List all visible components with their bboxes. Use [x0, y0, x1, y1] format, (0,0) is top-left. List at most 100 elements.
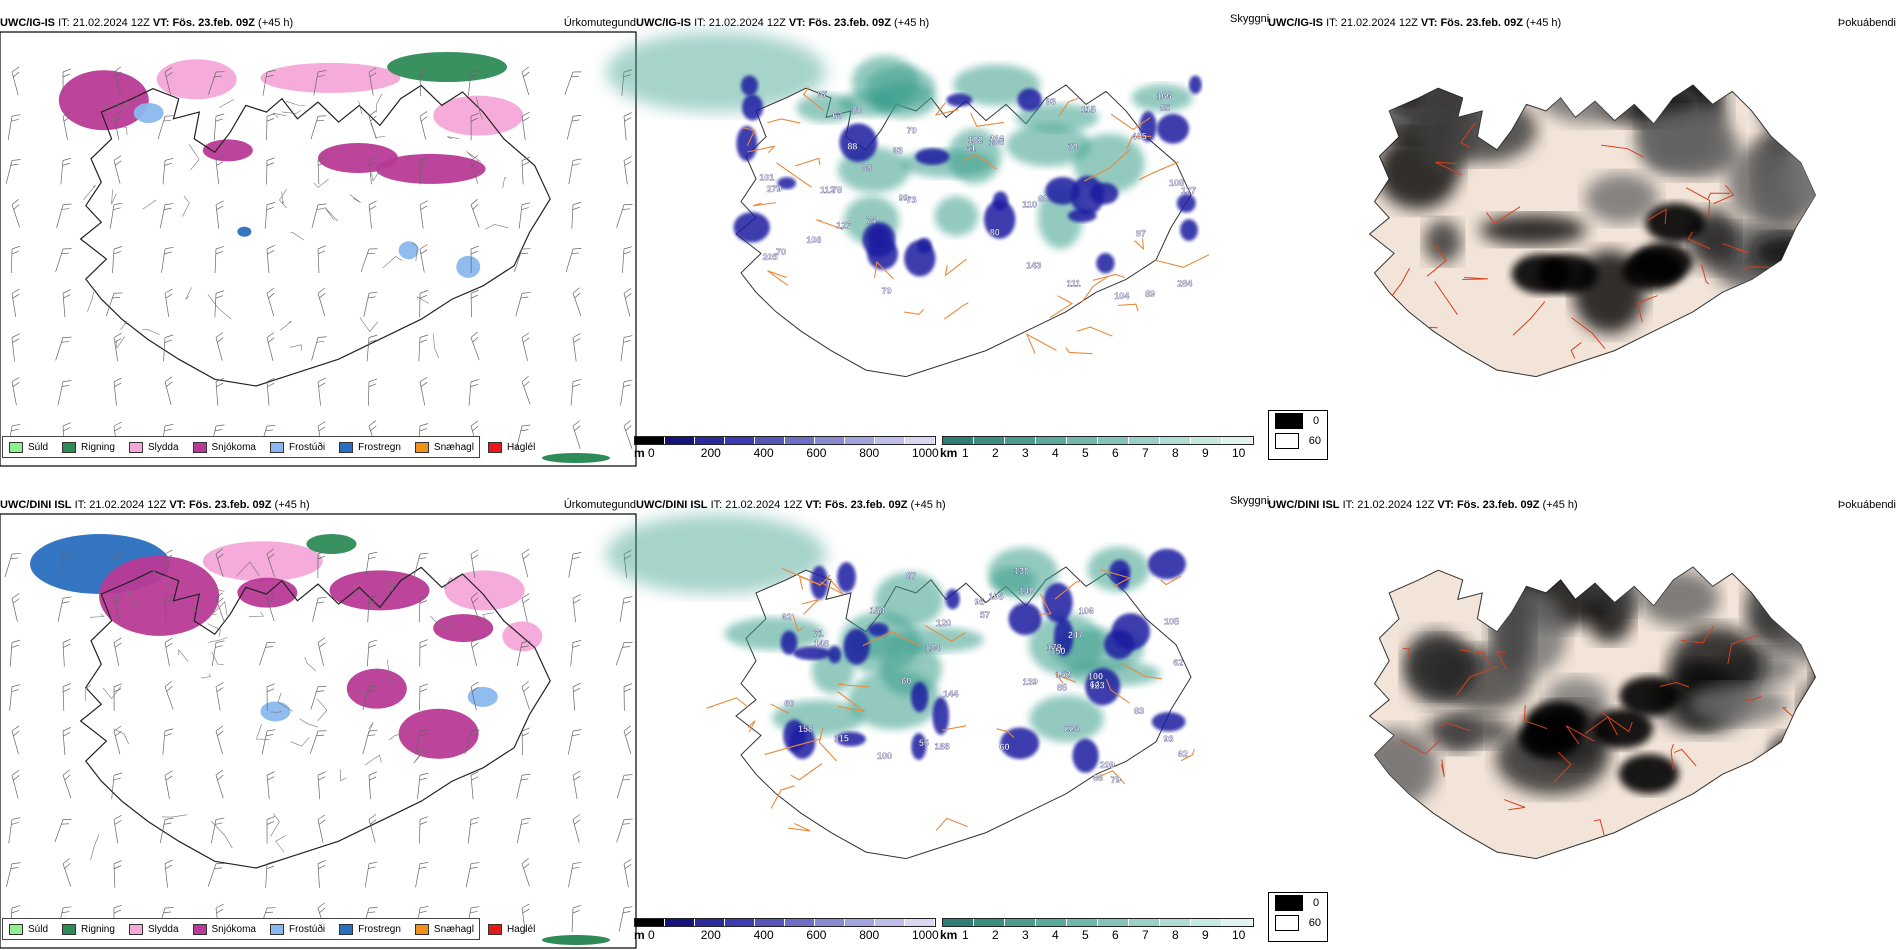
- precip-legend-item: Rigning: [62, 441, 115, 453]
- it-label: IT:: [74, 499, 87, 511]
- lead-time: (+45 h): [894, 17, 930, 29]
- scale-color-step: [905, 919, 935, 926]
- scale-tick-label: 2: [992, 446, 999, 460]
- fog-scale-row: 0: [1269, 411, 1327, 431]
- fog-scale-row: 0: [1269, 893, 1327, 913]
- vt-value: Fös. 23.feb. 09Z: [824, 499, 908, 511]
- scale-color-step: [1036, 919, 1067, 926]
- legend-swatch: [9, 923, 23, 935]
- panel-header: UWC/DINI ISL IT: 21.02.2024 12Z VT: Fös.…: [1268, 496, 1900, 514]
- scale-tick-label: 400: [753, 928, 774, 942]
- scale-color-step: [1005, 919, 1036, 926]
- legend-label: Snjókoma: [211, 441, 256, 453]
- scale-tick-label: 200: [700, 928, 721, 942]
- panel-title: Skyggni: [1230, 13, 1270, 25]
- legend-swatch: [192, 441, 207, 453]
- scale-color-step: [1160, 919, 1191, 926]
- panel-header: UWC/IG-IS IT: 21.02.2024 12Z VT: Fös. 23…: [0, 14, 640, 32]
- scale-tick-label: 1: [962, 928, 969, 942]
- precip-legend-item: Snæhagl: [414, 923, 474, 935]
- scale-tick-label: 5: [1082, 928, 1089, 942]
- fog-swatch: [1275, 895, 1303, 911]
- legend-label: Frostúði: [288, 923, 326, 935]
- precip-legend-item: Slydda: [128, 441, 179, 453]
- scale-color-step: [1129, 919, 1160, 926]
- scale-color-step: [943, 437, 974, 444]
- fog-swatch: [1275, 915, 1299, 931]
- scale-tick-label: 3: [1022, 446, 1029, 460]
- scale-color-step: [785, 919, 815, 926]
- scale-tick-label: 6: [1112, 928, 1119, 942]
- it-label: IT:: [710, 499, 723, 511]
- fog-scale-bottom: 0 60: [1268, 892, 1328, 942]
- vt-value: Fös. 23.feb. 09Z: [1440, 17, 1523, 29]
- scale-color-step: [785, 437, 815, 444]
- scale-color-step: [755, 919, 785, 926]
- scale-color-step: [845, 437, 875, 444]
- legend-swatch: [62, 923, 77, 935]
- precip-legend-item: Rigning: [62, 923, 115, 935]
- vt-value: Fös. 23.feb. 09Z: [808, 17, 891, 29]
- scale-color-step: [875, 437, 905, 444]
- precip-legend-item: Snjókoma: [192, 923, 256, 935]
- legend-swatch: [269, 923, 284, 935]
- model-name: UWC/DINI ISL: [636, 499, 708, 511]
- model-name: UWC/IG-IS: [636, 17, 691, 29]
- legend-label: Frostúði: [288, 441, 326, 453]
- scale-color-step: [1098, 437, 1129, 444]
- precip-legend-item: Súld: [9, 923, 48, 935]
- legend-label: Frostregn: [358, 441, 401, 453]
- precip-legend-item: Súld: [9, 441, 48, 453]
- legend-label: Rigning: [81, 923, 115, 935]
- fog-label: 60: [1308, 917, 1321, 929]
- legend-swatch: [414, 441, 429, 453]
- scale-color-step: [974, 919, 1005, 926]
- legend-swatch: [487, 441, 502, 453]
- ceiling-scale-top: m 0 200 400 600 800 1000: [634, 436, 944, 460]
- scale-color-step: [1067, 919, 1098, 926]
- it-label: IT:: [1342, 499, 1355, 511]
- scale-color-step: [875, 919, 905, 926]
- scale-color-step: [1160, 437, 1191, 444]
- scale-tick-label: 800: [859, 446, 880, 460]
- scale-color-step: [665, 437, 695, 444]
- scale-tick-label: 8: [1172, 928, 1179, 942]
- it-label: IT:: [694, 17, 706, 29]
- scale-color-step: [815, 919, 845, 926]
- scale-color-step: [725, 437, 755, 444]
- scale-color-step: [695, 919, 725, 926]
- scale-colorbar: [634, 918, 936, 927]
- it-value: 21.02.2024 12Z: [725, 499, 803, 511]
- panel-title-vis-bottom: Skyggni: [1230, 492, 1280, 510]
- scale-tick-label: 3: [1022, 928, 1029, 942]
- scale-tick-label: 400: [753, 446, 774, 460]
- vt-value: Fös. 23.feb. 09Z: [172, 17, 255, 29]
- precip-legend-item: Snæhagl: [414, 441, 474, 453]
- precip-legend-item: Haglél: [487, 441, 535, 453]
- it-label: IT:: [1326, 17, 1338, 29]
- scale-color-step: [1036, 437, 1067, 444]
- vis-scale-top: km 1 2 3 4 5 6 7 8 9 10: [940, 436, 1260, 460]
- panel-dini-fog: UWC/DINI ISL IT: 21.02.2024 12Z VT: Fös.…: [1268, 496, 1900, 946]
- scale-color-step: [1129, 437, 1160, 444]
- scale-color-step: [1191, 437, 1222, 444]
- panel-dini-vis: UWC/DINI ISL IT: 21.02.2024 12Z VT: Fös.…: [636, 496, 1276, 946]
- fog-swatch: [1275, 413, 1303, 429]
- fog-scale-row: 60: [1269, 913, 1327, 933]
- scale-colorbar: [942, 918, 1254, 927]
- legend-swatch: [192, 923, 207, 935]
- precip-legend-item: Frostúði: [269, 923, 326, 935]
- precip-legend-item: Haglél: [487, 923, 535, 935]
- scale-tick-label: 10: [1232, 928, 1246, 942]
- scale-tick-label: 1000: [912, 446, 939, 460]
- model-name: UWC/IG-IS: [0, 17, 55, 29]
- scale-color-step: [665, 919, 695, 926]
- model-name: UWC/DINI ISL: [1268, 499, 1340, 511]
- precip-legend-top: Súld Rigning Slydda Snjókoma Frostúði Frostre…: [2, 436, 535, 458]
- scale-color-step: [1098, 919, 1129, 926]
- scale-tick-label: 5: [1082, 446, 1089, 460]
- precip-legend-bottom: Súld Rigning Slydda Snjókoma Frostúði Frostre…: [2, 918, 535, 940]
- scale-tick-label: 600: [806, 446, 827, 460]
- panel-header: UWC/DINI ISL IT: 21.02.2024 12Z VT: Fös.…: [636, 496, 1276, 514]
- precip-legend-item: Frostregn: [339, 923, 401, 935]
